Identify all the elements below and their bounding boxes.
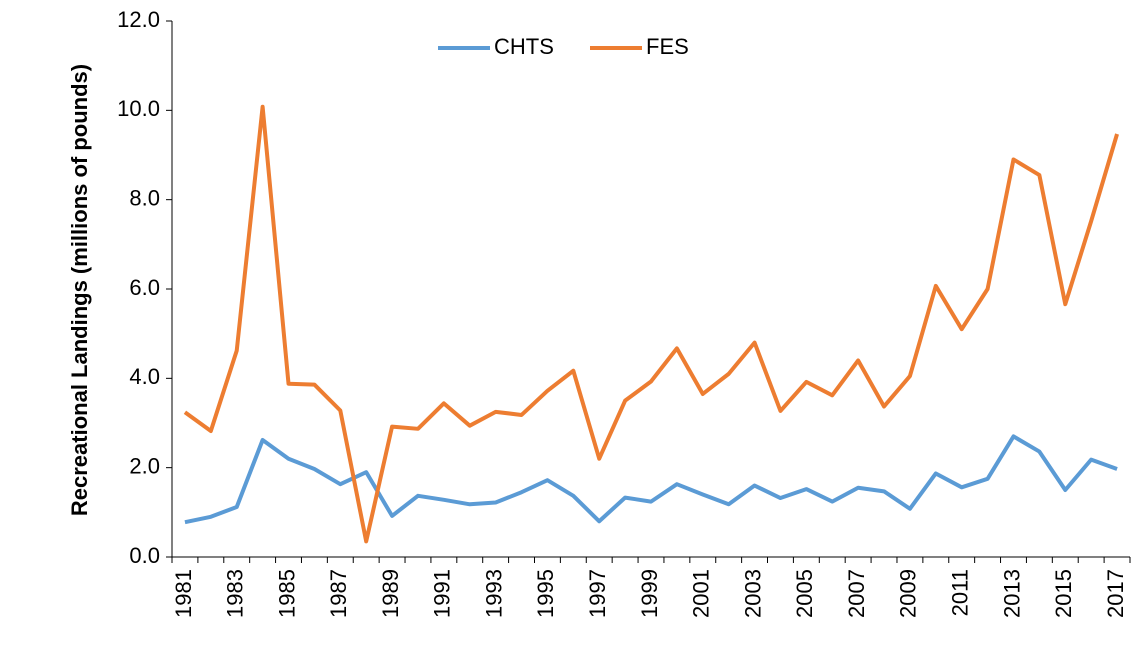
y-tick-label: 2.0 bbox=[129, 453, 160, 478]
x-tick-label: 2005 bbox=[792, 569, 817, 618]
x-tick-label: 1999 bbox=[637, 569, 662, 618]
x-tick-label: 1995 bbox=[533, 569, 558, 618]
line bbox=[184, 434, 1118, 525]
y-tick-label: 6.0 bbox=[129, 275, 160, 300]
x-tick-label: 1991 bbox=[430, 569, 455, 618]
x-tick-label: 1985 bbox=[274, 569, 299, 618]
x-tick-label: 1997 bbox=[585, 569, 610, 618]
y-tick-label: 12.0 bbox=[117, 7, 160, 32]
y-axis-label: Recreational Landings (millions of pound… bbox=[67, 63, 92, 517]
y-tick-label: 8.0 bbox=[129, 185, 160, 210]
x-tick-label: 2001 bbox=[689, 569, 714, 618]
x-tick-label: 2017 bbox=[1103, 569, 1128, 618]
x-tick-label: 1993 bbox=[481, 569, 506, 618]
y-tick-label: 4.0 bbox=[129, 364, 160, 389]
x-tick-label: 2003 bbox=[740, 569, 765, 618]
x-tick-label: 1989 bbox=[378, 569, 403, 618]
x-tick-label: 1983 bbox=[223, 569, 248, 618]
x-tick-label: 2007 bbox=[844, 569, 869, 618]
line bbox=[183, 104, 1119, 544]
x-tick-label: 2011 bbox=[948, 569, 973, 616]
y-tick-label: 0.0 bbox=[129, 543, 160, 568]
x-tick-label: 1987 bbox=[326, 569, 351, 618]
x-tick-label: 2015 bbox=[1051, 569, 1076, 618]
x-tick-label: 2013 bbox=[999, 569, 1024, 618]
y-tick-label: 10.0 bbox=[117, 96, 160, 121]
x-tick-label: 1981 bbox=[171, 569, 196, 618]
legend-label: FES bbox=[646, 34, 689, 59]
x-tick-label: 2009 bbox=[896, 569, 921, 618]
legend-label: CHTS bbox=[494, 34, 554, 59]
